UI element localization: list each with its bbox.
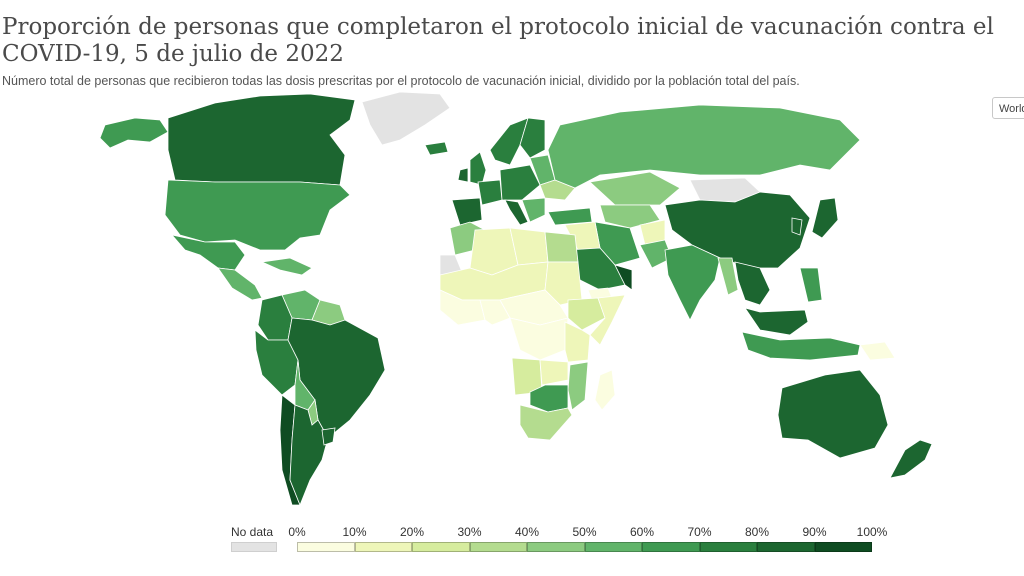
legend-tick-label: 80% [744, 525, 770, 539]
legend-bin[interactable] [469, 542, 527, 552]
legend-tick-label: 40% [514, 525, 540, 539]
region-zambia[interactable] [539, 359, 569, 386]
region-kazakhstan[interactable] [589, 171, 681, 206]
world-map [99, 91, 933, 507]
region-indonesia[interactable] [741, 331, 861, 361]
region-malaysia[interactable] [744, 307, 809, 336]
legend-tick-label: 100% [856, 525, 888, 539]
region-somalia[interactable] [589, 294, 626, 346]
region-south-africa[interactable] [519, 404, 573, 441]
chart-subtitle: Número total de personas que recibieron … [2, 74, 800, 88]
region-united-states[interactable] [164, 179, 351, 251]
legend-bin[interactable] [527, 542, 585, 552]
region-korea[interactable] [791, 217, 803, 236]
region-madagascar[interactable] [594, 369, 616, 411]
region-mozambique[interactable] [567, 361, 589, 411]
region-nigeria[interactable] [479, 299, 511, 326]
legend-tick-label: 60% [629, 525, 655, 539]
legend-tick-label: 90% [802, 525, 827, 539]
region-alaska[interactable] [99, 117, 169, 149]
legend-bin[interactable] [354, 542, 412, 552]
region-balkans[interactable] [521, 197, 546, 223]
region-botswana-zimbabwe[interactable] [529, 384, 569, 413]
legend-nodata-label: No data [231, 525, 274, 539]
region-kenya-tanzania[interactable] [564, 321, 591, 363]
region-iberia[interactable] [451, 197, 483, 226]
legend-nodata-swatch[interactable] [231, 542, 277, 552]
region-new-zealand[interactable] [889, 439, 933, 479]
region-iceland[interactable] [424, 141, 449, 156]
legend-bin[interactable] [699, 542, 757, 552]
legend-bin[interactable] [584, 542, 642, 552]
region-australia[interactable] [777, 369, 889, 459]
legend-tick-label: 0% [288, 525, 306, 539]
legend-tick-label: 70% [687, 525, 712, 539]
legend-bin[interactable] [814, 542, 872, 552]
region-united-kingdom[interactable] [469, 151, 487, 186]
legend-tick-label: 20% [399, 525, 425, 539]
region-thailand-vietnam[interactable] [734, 261, 771, 306]
region-turkey[interactable] [547, 207, 593, 226]
region-ethiopia[interactable] [567, 297, 606, 331]
legend-tick-label: 30% [457, 525, 482, 539]
legend-tick-label: 50% [572, 525, 597, 539]
region-canada[interactable] [167, 93, 356, 186]
color-legend: No data 0% 10% 20% 30% 40% 50% 60% 70% 80% 90% 100… [0, 520, 1024, 576]
region-ukraine[interactable] [539, 179, 576, 201]
legend-bin[interactable] [412, 542, 470, 552]
region-egypt[interactable] [544, 231, 579, 263]
region-ireland[interactable] [457, 167, 469, 183]
region-select[interactable]: World [992, 97, 1024, 119]
region-russia[interactable] [547, 104, 861, 189]
region-philippines[interactable] [799, 267, 823, 303]
region-finland[interactable] [519, 117, 546, 159]
region-argentina[interactable] [289, 404, 329, 507]
region-uruguay[interactable] [321, 427, 336, 446]
region-central-america[interactable] [217, 267, 263, 301]
legend-bin[interactable] [297, 542, 355, 552]
legend-bin[interactable] [642, 542, 700, 552]
region-greenland[interactable] [361, 91, 451, 146]
region-papua-new-guinea[interactable] [859, 341, 896, 361]
region-japan[interactable] [811, 197, 839, 239]
region-oman-uae[interactable] [614, 264, 633, 291]
region-france[interactable] [477, 179, 503, 206]
legend-tick-label: 10% [342, 525, 367, 539]
region-myanmar[interactable] [717, 257, 739, 296]
region-caribbean[interactable] [260, 257, 313, 276]
chart-title: Proporción de personas que completaron e… [2, 14, 994, 67]
region-italy[interactable] [504, 199, 529, 226]
legend-bin[interactable] [757, 542, 815, 552]
region-india[interactable] [664, 244, 721, 321]
region-central-europe[interactable] [499, 164, 541, 201]
